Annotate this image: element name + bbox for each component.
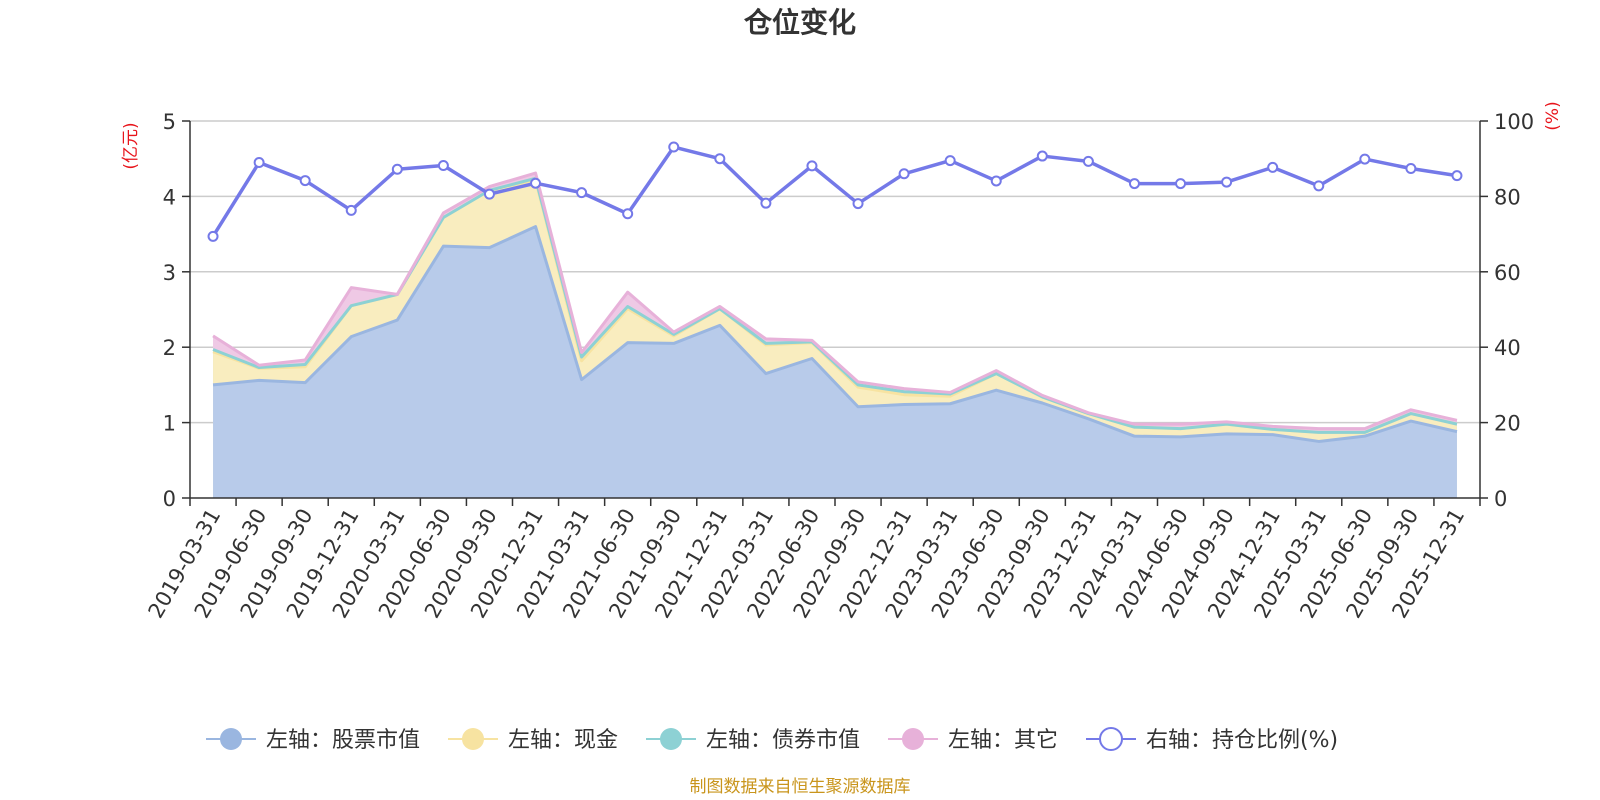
ratio-point: [253, 156, 265, 168]
legend-item: 左轴：现金: [448, 728, 618, 753]
chart-title: 仓位变化: [744, 6, 856, 39]
ratio-point: [1221, 176, 1233, 188]
right-axis-tick-label: 40: [1494, 336, 1521, 360]
source-note: 制图数据来自恒生聚源数据库: [690, 777, 911, 797]
ratio-point: [437, 159, 449, 171]
right-axis-tick-label: 100: [1494, 110, 1534, 134]
legend-marker: [902, 728, 924, 750]
left-axis-tick-label: 2: [163, 336, 176, 360]
ratio-point: [714, 153, 726, 165]
legend-item: 右轴：持仓比例(%): [1086, 727, 1338, 753]
right-axis-tick-label: 20: [1494, 412, 1521, 436]
left-axis-tick-label: 3: [163, 261, 176, 285]
left-axis-tick-label: 0: [163, 487, 176, 511]
legend-marker: [660, 728, 682, 750]
legend-marker: [1099, 727, 1123, 751]
legend-marker: [220, 728, 242, 750]
ratio-point: [668, 141, 680, 153]
left-axis-tick-label: 5: [163, 110, 176, 134]
ratio-point: [1036, 150, 1048, 162]
ratio-point: [1082, 155, 1094, 167]
legend-label: 右轴：持仓比例(%): [1146, 728, 1338, 753]
right-axis-tick-label: 0: [1494, 487, 1507, 511]
ratio-point: [852, 198, 864, 210]
holding-ratio-series: [207, 141, 1463, 242]
legend-label: 左轴：债券市值: [706, 728, 860, 753]
ratio-point: [622, 208, 634, 220]
legend-marker: [462, 728, 484, 750]
ratio-point: [1313, 180, 1325, 192]
right-axis-tick-label: 60: [1494, 261, 1521, 285]
ratio-point: [576, 187, 588, 199]
area-edge-左轴：股票市值: [212, 225, 1458, 443]
ratio-point: [391, 163, 403, 175]
ratio-point: [1451, 170, 1463, 182]
left-axis-tick-label: 1: [163, 412, 176, 436]
ratio-point: [944, 155, 956, 167]
ratio-point: [1359, 153, 1371, 165]
ratio-point: [483, 188, 495, 200]
ratio-point: [760, 197, 772, 209]
legend-item: 左轴：债券市值: [646, 728, 860, 753]
ratio-point: [990, 175, 1002, 187]
right-axis-unit: (%): [1543, 101, 1563, 130]
ratio-point: [530, 177, 542, 189]
legend-item: 左轴：股票市值: [206, 728, 420, 753]
ratio-line: [211, 145, 1458, 238]
area-edge-左轴：其它: [212, 171, 1458, 431]
right-axis-tick-label: 80: [1494, 185, 1521, 209]
area-左轴：股票市值: [213, 226, 1457, 498]
legend: 左轴：股票市值 左轴：现金 左轴：债券市值 左轴：其它 右轴：持仓比例(%): [206, 727, 1338, 753]
ratio-point: [1405, 163, 1417, 175]
ratio-point: [1175, 178, 1187, 190]
ratio-point: [1267, 161, 1279, 173]
ratio-point: [1128, 178, 1140, 190]
left-axis-unit: (亿元): [121, 122, 141, 169]
ratio-point: [806, 160, 818, 172]
legend-label: 左轴：股票市值: [266, 728, 420, 753]
left-axis-tick-label: 4: [163, 185, 176, 209]
legend-label: 左轴：其它: [948, 728, 1058, 753]
stacked-areas: [212, 171, 1458, 498]
ratio-point: [299, 175, 311, 187]
ratio-point: [898, 168, 910, 180]
legend-label: 左轴：现金: [508, 728, 618, 753]
legend-item: 左轴：其它: [888, 728, 1058, 753]
ratio-point: [345, 204, 357, 216]
ratio-point: [207, 230, 219, 242]
